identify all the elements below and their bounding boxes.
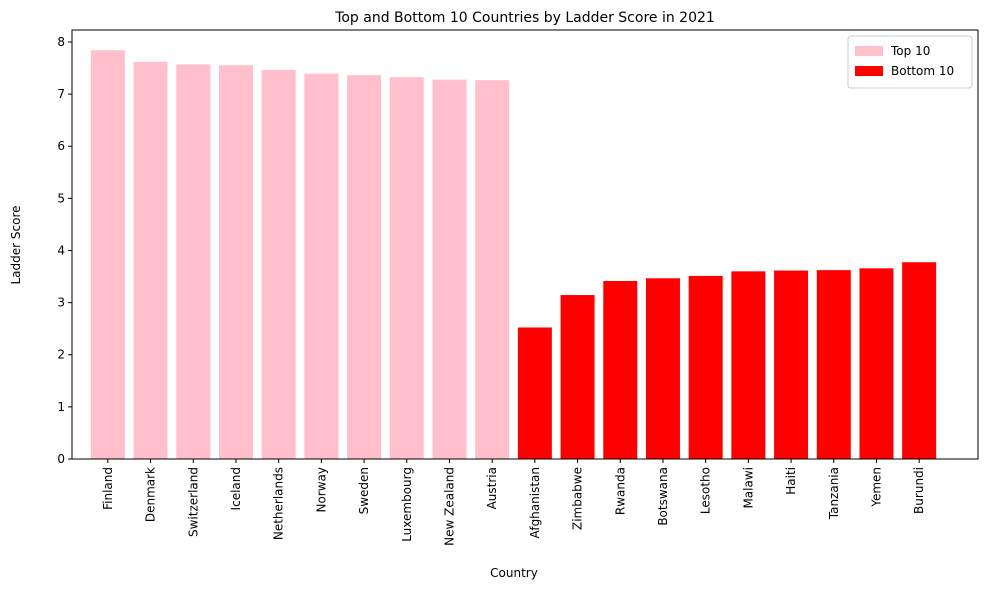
x-tick-label: Iceland bbox=[229, 467, 243, 510]
x-tick-label: Rwanda bbox=[613, 467, 627, 515]
x-tick-label: New Zealand bbox=[442, 467, 456, 546]
bar bbox=[902, 262, 937, 459]
bar bbox=[816, 270, 851, 459]
bar bbox=[774, 270, 809, 459]
bar bbox=[475, 80, 510, 459]
x-tick-label: Afghanistan bbox=[528, 467, 542, 538]
x-tick-label: Austria bbox=[485, 467, 499, 509]
chart-title: Top and Bottom 10 Countries by Ladder Sc… bbox=[334, 10, 715, 26]
bar bbox=[645, 278, 680, 459]
bar bbox=[517, 327, 552, 459]
x-tick-label: Haiti bbox=[784, 467, 798, 495]
legend-label: Top 10 bbox=[890, 44, 930, 58]
y-tick-label: 5 bbox=[57, 191, 65, 205]
x-tick-label: Sweden bbox=[357, 467, 371, 514]
bar bbox=[304, 73, 339, 460]
x-tick-label: Zimbabwe bbox=[571, 467, 585, 530]
bar bbox=[560, 295, 595, 459]
y-tick-label: 0 bbox=[57, 452, 65, 466]
x-axis-label: Country bbox=[490, 566, 538, 580]
x-tick-label: Denmark bbox=[144, 467, 158, 522]
y-tick-label: 6 bbox=[57, 139, 65, 153]
bar bbox=[261, 69, 296, 459]
y-tick-label: 8 bbox=[57, 35, 65, 49]
bar bbox=[688, 275, 723, 459]
bar bbox=[859, 268, 894, 459]
y-tick-label: 3 bbox=[57, 296, 65, 310]
bar bbox=[90, 50, 125, 459]
legend-label: Bottom 10 bbox=[891, 64, 954, 78]
y-axis-label: Ladder Score bbox=[9, 205, 23, 284]
bar bbox=[603, 280, 638, 459]
x-tick-label: Switzerland bbox=[186, 467, 200, 537]
y-tick-label: 2 bbox=[57, 348, 65, 362]
y-tick-label: 1 bbox=[57, 400, 65, 414]
x-tick-label: Luxembourg bbox=[400, 467, 414, 542]
y-tick-label: 4 bbox=[57, 243, 65, 257]
legend-swatch bbox=[855, 46, 883, 56]
bar bbox=[176, 64, 211, 460]
x-tick-label: Tanzania bbox=[827, 467, 841, 520]
bar bbox=[133, 61, 168, 459]
bar bbox=[347, 75, 382, 460]
bar bbox=[218, 65, 253, 459]
x-tick-label: Yemen bbox=[869, 467, 883, 508]
y-tick-label: 7 bbox=[57, 87, 65, 101]
x-tick-label: Burundi bbox=[912, 467, 926, 514]
x-tick-label: Lesotho bbox=[699, 467, 713, 514]
x-tick-label: Norway bbox=[314, 467, 328, 513]
bar bbox=[389, 77, 424, 459]
plot-frame bbox=[71, 29, 979, 460]
legend-swatch bbox=[855, 66, 883, 76]
bar bbox=[432, 79, 467, 460]
x-tick-label: Finland bbox=[101, 467, 115, 510]
x-tick-label: Malawi bbox=[741, 467, 755, 509]
bar bbox=[731, 271, 766, 459]
x-tick-label: Netherlands bbox=[272, 467, 286, 540]
x-tick-label: Botswana bbox=[656, 467, 670, 526]
